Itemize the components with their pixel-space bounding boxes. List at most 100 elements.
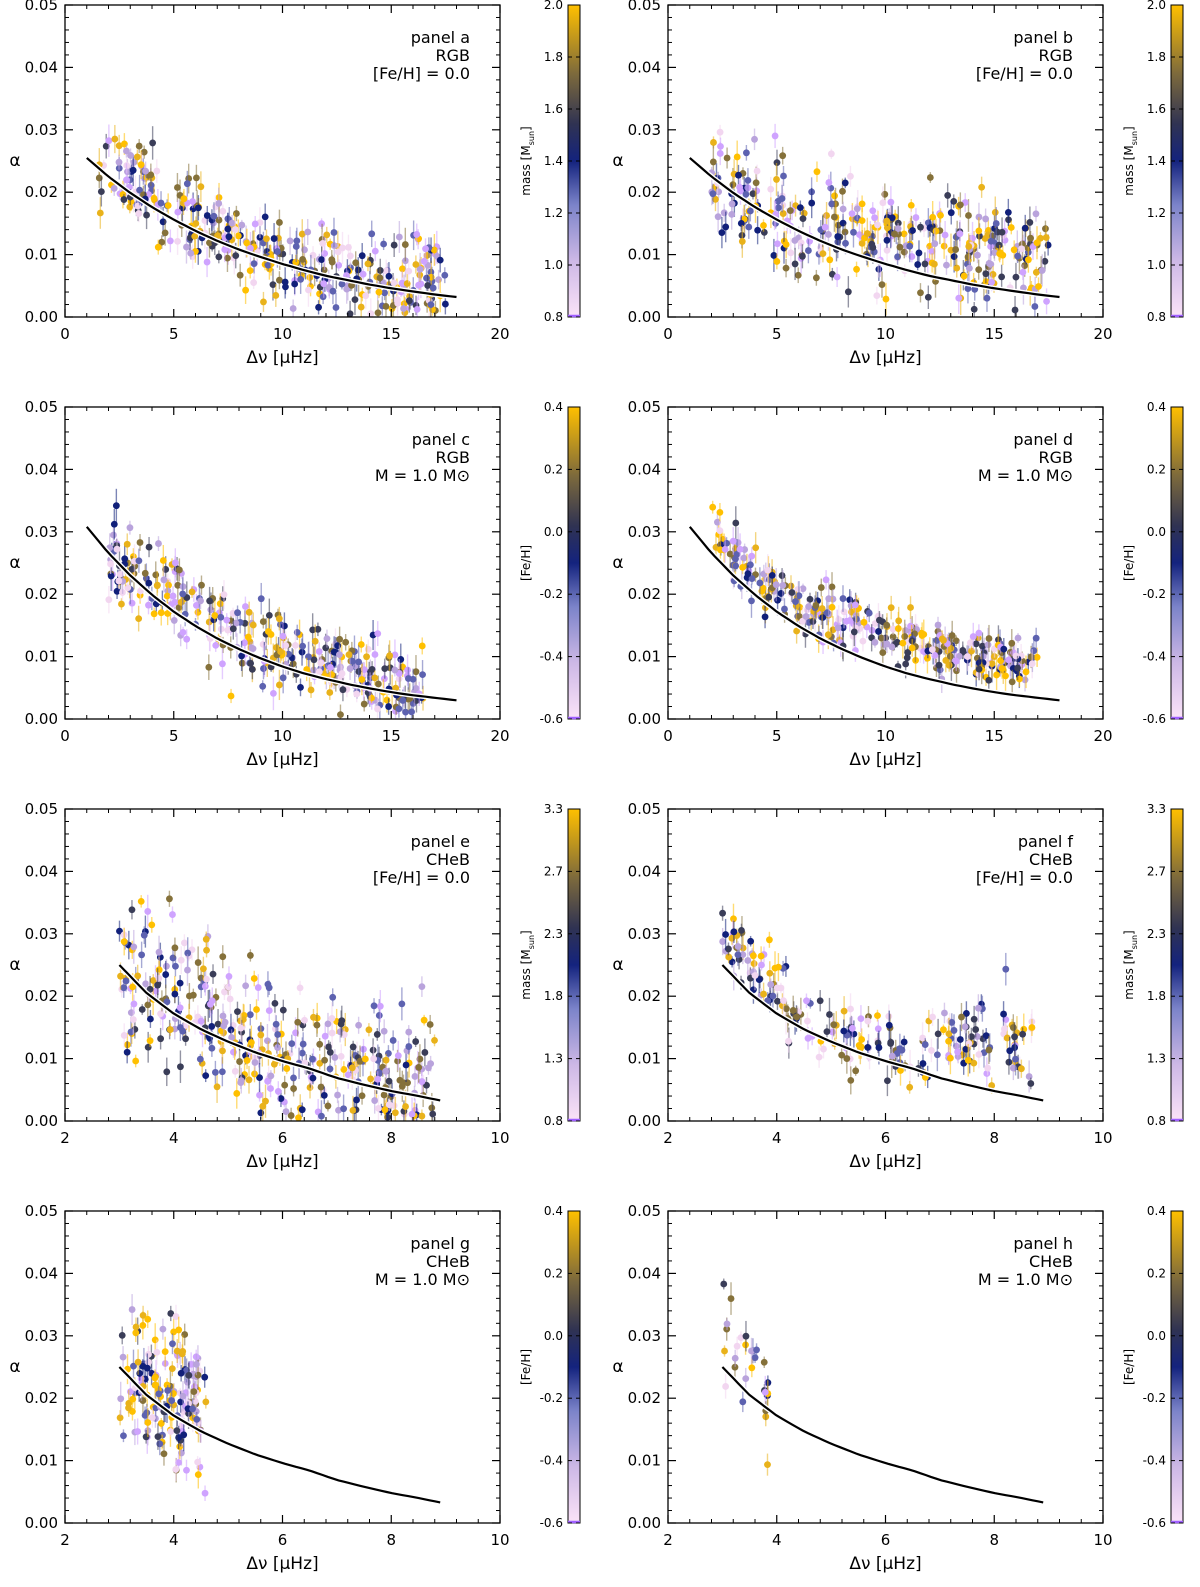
data-point <box>761 613 769 621</box>
colorbar-tick-label: 1.8 <box>544 50 563 64</box>
data-point <box>129 1395 137 1403</box>
data-point <box>883 246 891 254</box>
data-point <box>344 1071 352 1079</box>
data-point <box>231 226 239 233</box>
data-point <box>155 948 163 956</box>
data-point <box>322 644 330 652</box>
data-point <box>130 1000 138 1008</box>
data-point <box>174 581 182 589</box>
data-point <box>208 1023 216 1030</box>
colorbar-tick-label: 0.4 <box>1147 400 1166 414</box>
data-point <box>172 962 179 970</box>
data-point <box>197 1017 205 1025</box>
data-point <box>315 303 322 311</box>
data-point <box>988 1082 996 1089</box>
data-point <box>316 1040 324 1048</box>
data-point <box>1019 268 1027 276</box>
data-point <box>231 1067 239 1075</box>
data-point <box>813 168 821 176</box>
data-point <box>153 582 161 590</box>
data-point <box>803 997 810 1005</box>
x-tick-label: 2 <box>60 1129 70 1147</box>
data-point <box>858 239 866 247</box>
data-point <box>773 176 780 183</box>
data-point <box>385 1077 393 1085</box>
y-tick-label: 0.02 <box>25 585 58 603</box>
panel-annotation: panel d <box>1013 430 1073 449</box>
data-point <box>998 665 1006 672</box>
data-point <box>329 287 337 295</box>
panel-annotation: panel e <box>411 832 470 851</box>
data-point <box>779 581 787 589</box>
data-point <box>879 199 887 207</box>
data-point <box>259 1102 267 1110</box>
data-point <box>441 271 449 279</box>
data-point <box>405 1043 413 1050</box>
data-point <box>345 243 352 251</box>
data-point <box>382 302 390 310</box>
data-point <box>211 1068 219 1076</box>
data-point <box>196 1055 204 1063</box>
data-point <box>385 703 393 710</box>
fit-curve <box>721 964 1044 1102</box>
data-point <box>155 540 162 547</box>
data-point <box>247 1039 255 1046</box>
data-point <box>115 142 123 150</box>
data-point <box>277 1095 285 1102</box>
data-point <box>320 280 328 288</box>
data-point <box>342 638 350 646</box>
data-point <box>1006 1047 1014 1055</box>
data-point <box>884 1077 891 1085</box>
data-point <box>229 625 237 633</box>
data-point <box>933 1051 941 1059</box>
data-point <box>1032 210 1040 218</box>
data-point <box>744 570 752 578</box>
data-point <box>215 216 223 224</box>
data-point <box>164 610 172 617</box>
y-tick-label: 0.05 <box>25 800 58 818</box>
x-tick-label: 20 <box>490 325 509 343</box>
data-point <box>754 226 762 234</box>
data-point <box>264 1037 271 1045</box>
y-tick-label: 0.01 <box>25 648 58 666</box>
data-point <box>1010 246 1018 254</box>
y-tick-label: 0.05 <box>628 398 661 416</box>
data-point <box>858 217 866 225</box>
data-point <box>791 260 799 268</box>
data-point <box>1030 647 1038 655</box>
data-point <box>346 665 354 672</box>
data-point <box>728 200 736 208</box>
data-point <box>394 296 401 304</box>
data-point <box>148 921 156 929</box>
data-point <box>219 660 226 668</box>
data-point <box>313 1021 321 1029</box>
data-point <box>368 230 376 238</box>
data-point <box>175 566 183 574</box>
data-point <box>144 908 152 915</box>
data-point <box>757 952 765 960</box>
data-point <box>712 195 719 203</box>
data-point <box>219 207 227 215</box>
colorbar-label-text: [Fe/H] <box>519 545 533 581</box>
data-point <box>177 956 185 964</box>
data-point <box>141 569 149 577</box>
data-point <box>909 227 916 234</box>
data-point <box>128 906 136 914</box>
data-point <box>279 1006 287 1014</box>
data-point <box>824 631 832 639</box>
data-point <box>251 220 259 228</box>
data-point <box>435 276 442 284</box>
data-point <box>262 1097 269 1105</box>
data-point <box>169 1340 176 1348</box>
data-point <box>964 1056 972 1064</box>
data-point <box>1031 303 1039 310</box>
data-point <box>766 969 774 977</box>
data-point <box>242 286 250 294</box>
data-point <box>929 1013 936 1021</box>
data-point <box>744 957 752 964</box>
panel-d: 0 5 10 15 20 0.00 0.01 0.02 0.03 0.04 0.05 Δν [μHz]… <box>612 398 1184 770</box>
data-point <box>169 911 176 918</box>
data-point <box>822 576 830 584</box>
data-point <box>1011 1033 1018 1041</box>
data-point <box>793 1013 801 1021</box>
